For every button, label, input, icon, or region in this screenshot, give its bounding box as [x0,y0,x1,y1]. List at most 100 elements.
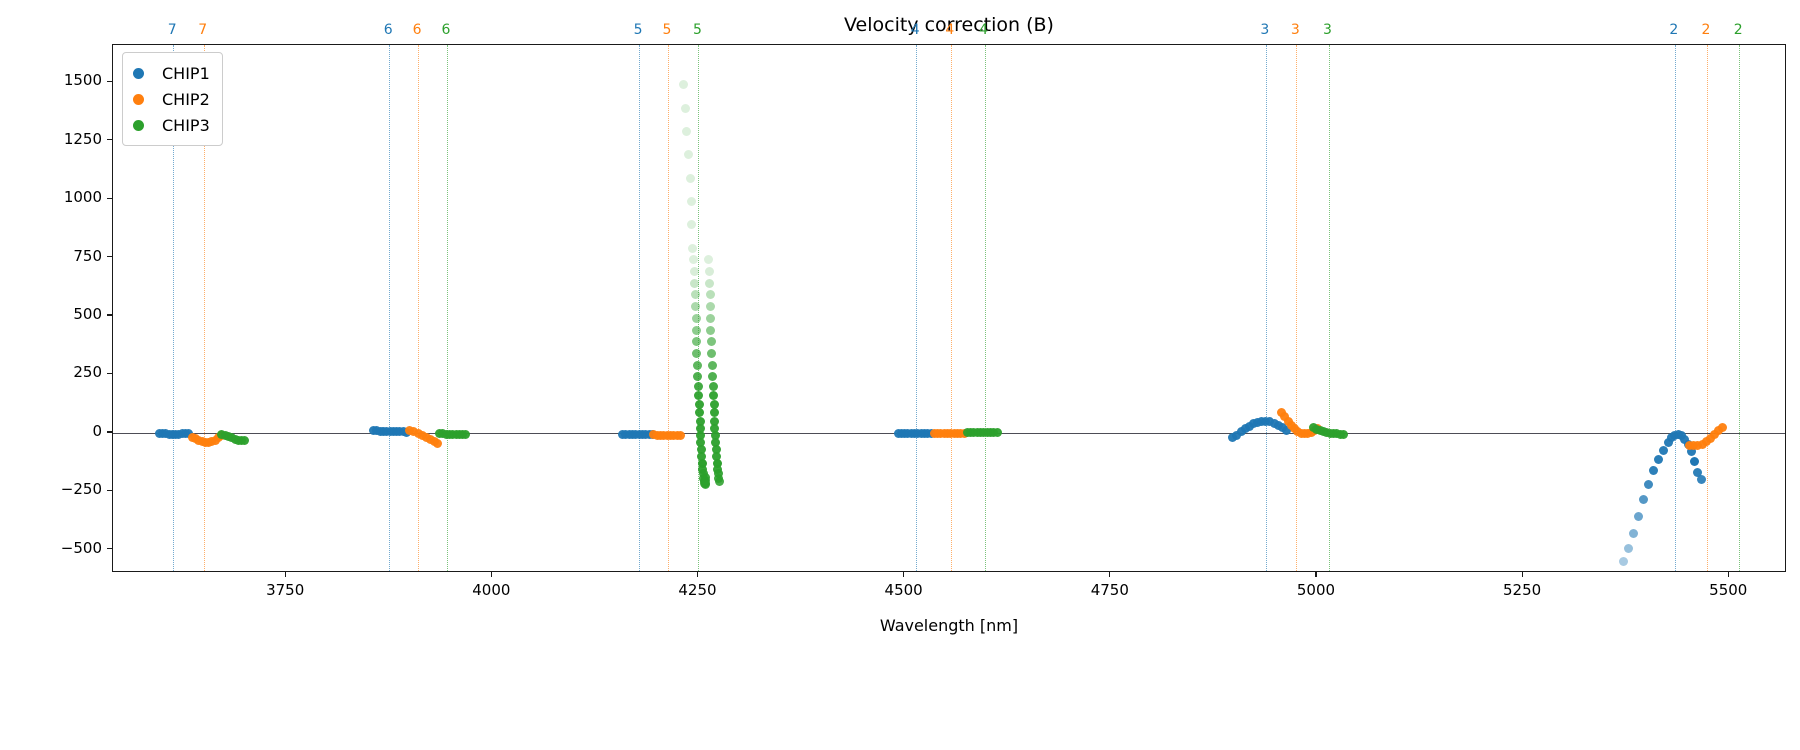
x-tick-label: 4750 [1090,581,1129,599]
data-point [707,348,717,358]
data-point [712,444,722,454]
order-guide-line [446,45,448,571]
chart-title: Velocity correction (B) [844,14,1054,36]
data-point [1714,426,1724,436]
data-point [711,430,721,440]
order-number-label: 3 [1323,22,1332,38]
y-tick-label: 1250 [63,129,102,148]
data-point [687,220,697,230]
data-point [696,437,706,447]
order-number-label: 7 [198,22,208,38]
order-number-label: 5 [693,22,702,38]
data-point [689,278,699,288]
order-number-label: 4 [979,22,989,38]
data-point [714,477,724,487]
order-number-label: 7 [167,22,177,38]
data-point [692,348,702,358]
order-number-label: 2 [1733,22,1743,38]
y-tick-label: 500 [73,305,102,323]
x-tick-mark [1109,572,1111,577]
data-point [710,423,720,433]
order-guide-line [389,45,391,571]
data-point [711,437,721,447]
data-point [694,400,704,410]
data-point [1693,468,1703,478]
data-point [701,472,711,482]
x-tick-mark [1521,572,1523,577]
order-guide-line [667,45,669,571]
data-point [712,451,722,461]
data-point [696,430,706,440]
y-tick-label: 1500 [63,71,102,90]
order-guide-line [173,45,175,571]
order-number-label: 2 [1669,22,1679,38]
order-guide-line [950,45,952,571]
data-point [1281,426,1291,436]
y-tick-mark [107,431,112,433]
order-number-label: 4 [945,22,955,38]
data-point [686,197,696,207]
data-point [690,302,700,312]
order-guide-line [418,45,420,571]
legend-marker-chip1 [133,67,144,79]
data-point [698,458,708,468]
data-point [693,372,703,382]
data-point [689,255,699,265]
data-point [1232,430,1242,440]
data-point [1718,423,1728,433]
order-guide-line [984,45,986,571]
order-number-label: 3 [1290,22,1300,38]
data-point [691,313,701,323]
x-tick-label: 5000 [1296,581,1336,599]
legend-item[interactable]: CHIP1 [133,60,210,86]
order-guide-line [1707,45,1708,571]
data-point [710,416,720,426]
order-guide-line [639,45,641,571]
data-point [692,337,702,347]
data-point [1663,438,1673,448]
y-tick-label: 250 [73,363,102,382]
order-number-label: 4 [910,22,920,38]
data-point [1648,466,1658,476]
x-tick-label: 3750 [266,581,305,599]
x-tick-label: 5500 [1709,581,1748,599]
order-number-label: 2 [1701,22,1711,38]
x-tick-label: 5250 [1503,581,1542,599]
y-tick-mark [107,314,112,316]
x-tick-label: 4000 [472,581,511,599]
plot-area [112,44,1786,572]
data-point [1338,429,1348,439]
data-point [709,408,719,418]
x-tick-mark [1727,572,1729,577]
data-point [684,150,694,160]
data-point [1709,430,1719,440]
order-number-label: 6 [383,22,393,38]
data-point [705,302,715,312]
data-point [694,408,704,418]
legend-item[interactable]: CHIP3 [133,112,210,138]
data-point [706,313,716,323]
order-guide-line [1328,45,1330,571]
legend-marker-chip3 [133,119,144,131]
data-point [1690,456,1700,466]
data-point [1658,445,1668,455]
data-point [708,372,717,382]
data-point [695,423,705,433]
data-point [679,80,689,90]
order-number-label: 3 [1260,22,1270,38]
order-number-label: 5 [662,22,672,38]
data-point [705,290,715,300]
order-guide-line [203,45,205,571]
data-point [704,278,714,288]
legend-marker-chip2 [133,93,144,105]
order-number-label: 5 [633,22,643,38]
data-point [1653,454,1663,464]
data-point [712,458,722,468]
x-axis-label: Wavelength [nm] [879,616,1019,635]
y-tick-mark [107,80,112,83]
legend-item[interactable]: CHIP2 [133,86,210,112]
data-point [1624,544,1634,554]
data-point [1634,511,1644,521]
data-point [1629,528,1639,538]
order-number-label: 6 [441,22,451,38]
